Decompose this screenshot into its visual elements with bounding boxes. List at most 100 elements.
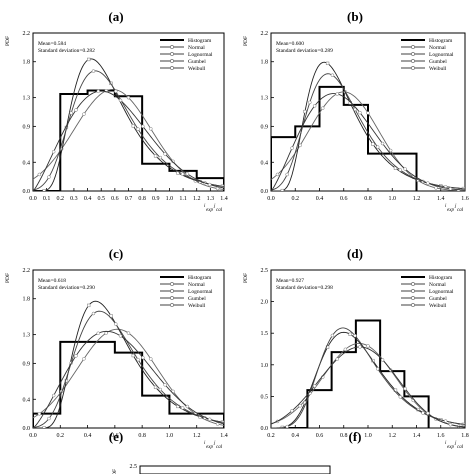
curve-marker [158,155,163,160]
curve-marker [275,172,280,177]
y-tick-label: 1.8 [261,60,269,66]
x-tick-label: 0.1 [43,196,51,202]
curve-marker [375,367,380,371]
x-tick-label: 0.8 [364,196,372,202]
y-tick-label: 0.9 [23,124,31,130]
curve-marker [118,334,123,338]
x-axis-label-j: j [213,204,216,209]
y-tick-label: 0.9 [23,361,31,367]
curve-marker [114,89,118,94]
legend-entry: Weibull [188,66,206,72]
y-axis-label: PDF [243,273,249,283]
curve-marker [51,149,56,154]
curve-marker [114,322,118,326]
legend-entry: Lognormal [429,289,454,295]
curve-marker [74,108,78,112]
curve-marker [180,406,185,410]
curve-marker [303,109,307,114]
y-tick-label: 0.0 [261,189,269,195]
x-axis-label-i: i [204,441,206,446]
y-tick-label: 0.0 [23,189,31,195]
curve-marker [366,111,370,115]
y-tick-label: 2.0 [261,300,269,306]
x-axis-label-exp: exp [206,445,213,450]
x-tick-label: 0.0 [29,433,37,439]
curve-marker [126,95,131,100]
curve-marker [109,314,113,318]
curve-marker [330,73,335,77]
x-tick-label: 0.6 [111,196,119,202]
curve-marker [118,98,123,103]
y-tick-label: 2.5 [130,464,138,470]
legend-marker [411,52,415,56]
curve-marker [37,412,42,416]
curve-marker [153,385,158,389]
x-axis-label-exp: exp [206,208,213,213]
panel-label: (a) [108,9,123,24]
y-tick-label: 0.9 [261,124,269,130]
curve-marker [290,408,294,413]
curve-marker [290,146,294,150]
x-axis-label-i: i [204,204,206,209]
x-tick-label: 0.2 [57,196,65,202]
curve-marker [136,357,140,362]
panel-label: (e) [109,429,123,444]
y-tick-label: 1.8 [23,297,31,303]
x-tick-label: 1.4 [437,196,445,202]
x-axis-label-exp: exp [447,208,454,213]
x-tick-label: 1.4 [220,196,228,202]
curve-marker [158,387,163,392]
chart-panel-6: (f) [349,429,362,444]
curve-marker [403,167,407,171]
x-axis-label-cal: cal [216,208,223,213]
legend-marker [170,59,174,63]
x-axis-label-cal: cal [457,208,464,213]
histogram-bars [33,89,224,191]
x-tick-label: 0.2 [57,433,65,439]
x-tick-label: 1.4 [413,433,421,439]
weibull-curve [271,346,465,428]
x-tick-label: 1.2 [413,196,421,202]
curve-marker [403,386,407,391]
x-tick-label: 1.2 [389,433,397,439]
curve-marker [325,61,330,66]
x-tick-label: 0.4 [84,433,92,439]
stat-line: Mean=0.618 [38,278,66,284]
curve-marker [149,357,153,361]
curve-marker [343,347,348,352]
x-tick-label: 0.8 [340,433,348,439]
curve-marker [421,411,425,415]
legend-entry: Normal [188,282,205,288]
legend-marker [411,45,415,49]
legend-entry: Gumbel [188,59,206,65]
curve-marker [82,357,86,361]
x-tick-label: 0.7 [125,196,133,202]
y-tick-label: 1.3 [261,96,269,102]
legend-marker [411,303,415,307]
curve-marker [215,186,220,191]
x-tick-label: 1.4 [220,433,228,439]
stat-line: Standard deviation=0.298 [276,285,333,291]
x-tick-label: 0.4 [316,196,324,202]
y-axis-label: PDF [243,36,249,46]
chart-panel-1: (a) PDF 0.0 0.4 0.9 1.3 1.8 2.2 0.0 0.1 0.2 0.3 0.4 0… [5,9,228,213]
curve-marker [448,422,453,427]
curve-marker [180,172,185,176]
curve-marker [149,127,153,131]
curve-marker [42,189,46,191]
x-tick-label: 1.0 [166,196,174,202]
curve-marker [96,331,101,336]
x-axis-label-j: j [454,204,457,209]
curve-marker [82,112,86,116]
y-tick-label: 1.3 [23,333,31,339]
legend-marker [170,66,174,70]
curve-marker [375,145,380,149]
plot-frame [32,269,225,429]
gumbel-curve [33,310,224,428]
curve-marker [308,100,312,105]
curve-marker [448,187,453,191]
curve-marker [131,124,135,128]
panel-label: (d) [347,246,363,261]
curve-marker [335,92,340,96]
stat-line: Standard deviation=0.290 [38,285,95,291]
